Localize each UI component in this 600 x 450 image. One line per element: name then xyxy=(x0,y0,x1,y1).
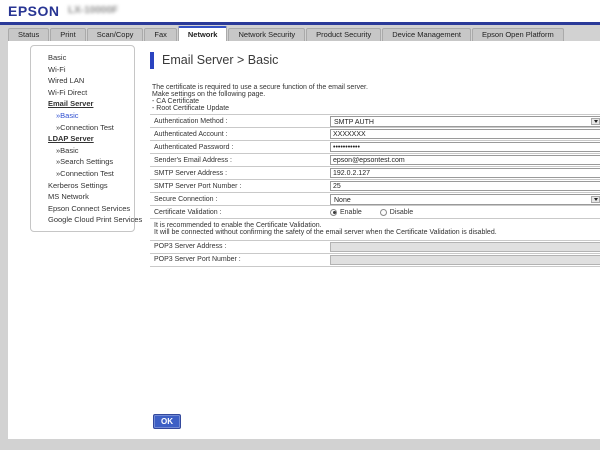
pop3-server-address-input xyxy=(330,241,600,252)
authenticated-password-input[interactable] xyxy=(330,142,600,152)
sidebar-item-email-server-basic[interactable]: »Basic xyxy=(56,110,79,120)
description-line: Make settings on the following page. xyxy=(152,91,266,98)
authenticated-password-label: Authenticated Password : xyxy=(154,143,234,151)
radio-disable-icon[interactable] xyxy=(379,208,387,216)
smtp-server-port-label: SMTP Server Port Number : xyxy=(154,182,242,190)
description-line: - CA Certificate xyxy=(152,98,200,105)
form-row-authentication-method: Authentication Method : SMTP AUTH xyxy=(150,114,600,127)
sidebar-item-ms-network[interactable]: MS Network xyxy=(48,192,89,202)
certificate-validation-enable-option[interactable]: Enable xyxy=(330,208,362,216)
note-line: It will be connected without confirming … xyxy=(154,229,497,236)
pop3-server-port-label: POP3 Server Port Number : xyxy=(154,256,241,263)
secure-connection-label: Secure Connection : xyxy=(154,195,218,203)
epson-logo: EPSON xyxy=(8,3,60,19)
form-row-pop3-server-port: POP3 Server Port Number : xyxy=(150,252,600,266)
tab-device-management[interactable]: Device Management xyxy=(382,28,471,41)
form-row-smtp-server-address: SMTP Server Address : xyxy=(150,166,600,179)
secure-connection-value: None xyxy=(334,196,351,204)
sidebar-item-ldap-search-settings[interactable]: »Search Settings xyxy=(56,157,114,167)
authentication-method-label: Authentication Method : xyxy=(154,117,228,125)
sidebar-item-kerberos-settings[interactable]: Kerberos Settings xyxy=(48,180,108,190)
pop3-server-address-label: POP3 Server Address : xyxy=(154,243,227,250)
enable-option-label: Enable xyxy=(340,208,362,216)
dropdown-arrow-button[interactable] xyxy=(591,195,600,203)
email-server-form: Authentication Method : SMTP AUTH Authen… xyxy=(150,114,600,267)
secure-connection-select[interactable]: None xyxy=(330,193,600,205)
dropdown-arrow-button[interactable] xyxy=(591,117,600,125)
form-row-certificate-validation: Certificate Validation : Enable Disable xyxy=(150,205,600,218)
sidebar-section-email-server[interactable]: Email Server xyxy=(48,99,94,109)
form-row-smtp-server-port: SMTP Server Port Number : xyxy=(150,179,600,192)
tab-epson-open-platform[interactable]: Epson Open Platform xyxy=(472,28,564,41)
sidebar-item-ldap-basic[interactable]: »Basic xyxy=(56,145,79,155)
chevron-down-icon xyxy=(593,197,598,201)
tab-product-security[interactable]: Product Security xyxy=(306,28,382,41)
description-line: The certificate is required to use a sec… xyxy=(152,84,368,91)
form-row-senders-email-address: Sender's Email Address : xyxy=(150,153,600,166)
sidebar-item-google-cloud-print-services[interactable]: Google Cloud Print Services xyxy=(48,215,143,225)
sidebar-item-wifi-direct[interactable]: Wi-Fi Direct xyxy=(48,87,88,97)
certificate-validation-radio-group: Enable Disable xyxy=(330,208,431,216)
header-divider xyxy=(0,22,600,25)
ok-button[interactable]: OK xyxy=(153,414,181,429)
tab-status[interactable]: Status xyxy=(8,28,50,41)
tab-print[interactable]: Print xyxy=(50,28,86,41)
senders-email-address-input[interactable] xyxy=(330,155,600,165)
authentication-method-select[interactable]: SMTP AUTH xyxy=(330,115,600,127)
main-panel: Email Server > Basic The certificate is … xyxy=(150,41,600,267)
tab-fax[interactable]: Fax xyxy=(144,28,177,41)
senders-email-address-label: Sender's Email Address : xyxy=(154,156,232,164)
certificate-validation-note: It is recommended to enable the Certific… xyxy=(150,218,600,240)
sidebar-item-email-server-connection-test[interactable]: »Connection Test xyxy=(56,122,114,132)
smtp-server-port-input[interactable] xyxy=(330,181,600,191)
form-row-authenticated-password: Authenticated Password : xyxy=(150,140,600,153)
form-row-pop3-server-address: POP3 Server Address : xyxy=(150,239,600,253)
smtp-server-address-label: SMTP Server Address : xyxy=(154,169,228,177)
content-area: Basic Wi-Fi Wired LAN Wi-Fi Direct Email… xyxy=(8,41,600,439)
certificate-validation-label: Certificate Validation : xyxy=(154,208,222,216)
sidebar-item-epson-connect-services[interactable]: Epson Connect Services xyxy=(48,203,131,213)
pop3-server-port-input xyxy=(330,254,600,265)
authenticated-account-input[interactable] xyxy=(330,129,600,139)
sidebar-section-ldap-server[interactable]: LDAP Server xyxy=(48,134,94,144)
tab-bar: Status Print Scan/Copy Fax Network Netwo… xyxy=(0,25,600,41)
description-line: - Root Certificate Update xyxy=(152,105,230,112)
radio-enable-icon[interactable] xyxy=(330,208,337,216)
tab-network[interactable]: Network xyxy=(177,26,228,41)
certificate-validation-disable-option[interactable]: Disable xyxy=(379,208,414,216)
sidebar-nav: Basic Wi-Fi Wired LAN Wi-Fi Direct Email… xyxy=(30,45,143,232)
disable-option-label: Disable xyxy=(389,208,414,216)
page-description: The certificate is required to use a sec… xyxy=(150,84,600,112)
sidebar-item-wired-lan[interactable]: Wired LAN xyxy=(48,76,85,86)
sidebar-item-ldap-connection-test[interactable]: »Connection Test xyxy=(56,168,114,178)
authenticated-account-label: Authenticated Account : xyxy=(154,130,228,138)
page-title: Email Server > Basic xyxy=(150,52,600,69)
app-header: EPSON LX-10000F xyxy=(0,0,600,22)
tab-network-security[interactable]: Network Security xyxy=(228,28,306,41)
sidebar-item-basic[interactable]: Basic xyxy=(48,53,67,62)
smtp-server-address-input[interactable] xyxy=(330,168,600,178)
sidebar-item-wifi[interactable]: Wi-Fi xyxy=(48,64,66,74)
form-row-authenticated-account: Authenticated Account : xyxy=(150,127,600,140)
chevron-down-icon xyxy=(593,119,598,123)
form-row-secure-connection: Secure Connection : None xyxy=(150,192,600,205)
authentication-method-value: SMTP AUTH xyxy=(334,118,374,126)
printer-model-name: LX-10000F xyxy=(68,5,119,16)
tab-scan-copy[interactable]: Scan/Copy xyxy=(86,28,144,41)
note-line: It is recommended to enable the Certific… xyxy=(154,221,322,229)
